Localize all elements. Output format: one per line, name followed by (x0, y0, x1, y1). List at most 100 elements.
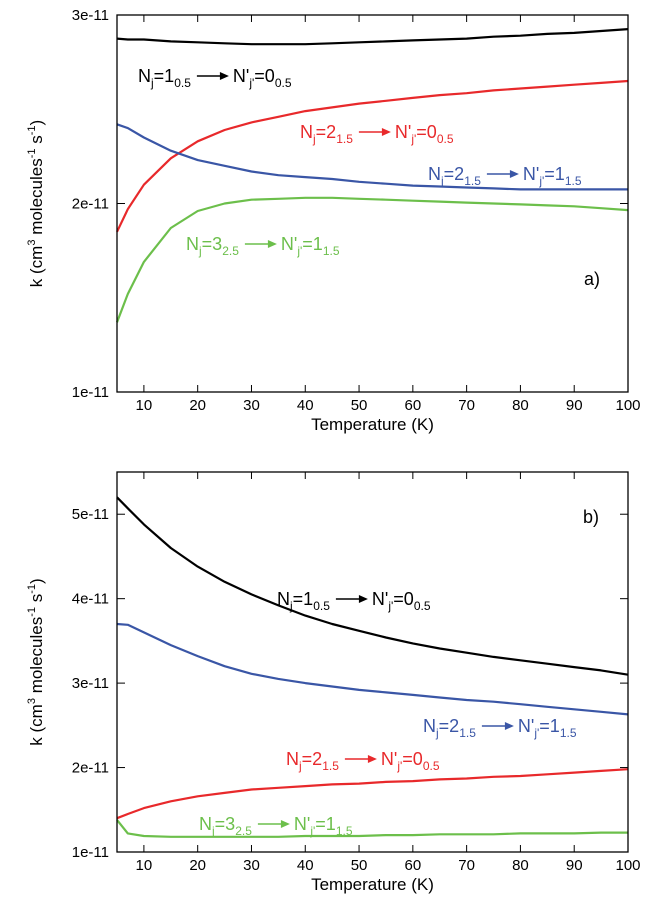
y-tick-label: 5e-11 (72, 506, 109, 523)
series-label-left: Nj=32.5 (199, 814, 252, 838)
label-eq: =2 (316, 122, 337, 142)
label-n: N' (281, 234, 297, 254)
series-line-2 (116, 768, 629, 820)
label-sub: 1.5 (459, 726, 476, 740)
label-sub: j' (309, 824, 315, 838)
label-eq: =3 (215, 814, 236, 834)
series-label-left: Nj=10.5 (277, 589, 330, 613)
series-label-left: Nj=21.5 (286, 749, 339, 773)
y-axis-title-text: s (27, 594, 46, 607)
label-sub: j' (387, 599, 393, 613)
y-axis-title-text: k (cm (27, 704, 46, 746)
series-line-0 (116, 496, 629, 676)
x-tick-label: 10 (136, 857, 153, 874)
y-axis-title-sup: 3 (26, 698, 38, 704)
arrow-head-icon (367, 755, 377, 763)
x-tick-label: 20 (189, 397, 206, 414)
series-label-0: Nj=10.5 N'j'=00.5 (138, 66, 292, 90)
y-tick-label: 2e-11 (72, 196, 109, 213)
label-sub: 1.5 (565, 174, 582, 188)
label-sub: 1.5 (322, 759, 339, 773)
series-label-right: N'j'=00.5 (372, 589, 431, 613)
label-sub: j' (410, 132, 416, 146)
label-sub: 1.5 (464, 174, 481, 188)
series-label-left: Nj=21.5 (428, 164, 481, 188)
x-tick-label: 40 (297, 857, 314, 874)
x-tick-label: 20 (189, 857, 206, 874)
label-n: N' (233, 66, 249, 86)
series-label-left: Nj=32.5 (186, 234, 239, 258)
label-eq: =3 (202, 234, 223, 254)
plot-frame (116, 14, 629, 393)
label-sub: j (198, 244, 202, 258)
label-eq: =0 (393, 589, 414, 609)
y-tick-label: 1e-11 (72, 384, 109, 401)
label-eq: =0 (402, 749, 423, 769)
label-sub: j (150, 76, 154, 90)
label-n: N (286, 749, 299, 769)
arrow-head-icon (381, 128, 391, 136)
series-label-3: Nj=32.5 N'j'=11.5 (186, 234, 340, 258)
label-n: N' (395, 122, 411, 142)
series-label-2: Nj=21.5 N'j'=11.5 (428, 164, 582, 188)
y-axis-title: k (cm3 molecules-1 s-1) (26, 120, 46, 287)
x-tick-label: 10 (136, 397, 153, 414)
series-label-0: Nj=10.5 N'j'=00.5 (277, 589, 431, 613)
x-tick-label: 80 (512, 857, 529, 874)
series-label-right: N'j'=11.5 (281, 234, 340, 258)
y-axis-title-text: ) (27, 120, 46, 126)
label-sub: j' (396, 759, 402, 773)
label-n: N (277, 589, 290, 609)
panel-a: 10 20 30 40 50 60 70 80 90 100 1e-11 2e-11 3e-11 Temp… (26, 7, 641, 434)
series-label-right: N'j'=00.5 (381, 749, 440, 773)
label-sub: 2.5 (235, 824, 252, 838)
series-label-right: N'j'=11.5 (518, 716, 577, 740)
x-tick-label: 50 (351, 397, 368, 414)
series-label-3: Nj=32.5 N'j'=11.5 (199, 814, 353, 838)
x-tick-label: 90 (566, 397, 583, 414)
y-axis-title-sup: 3 (26, 240, 38, 246)
arrow-head-icon (280, 820, 290, 828)
label-n: N' (372, 589, 388, 609)
label-sub: 0.5 (423, 759, 440, 773)
y-tick-label: 2e-11 (72, 760, 109, 777)
arrow-head-icon (219, 72, 229, 80)
series-line-3 (115, 196, 629, 323)
label-sub: 0.5 (313, 599, 330, 613)
x-tick-label: 90 (566, 857, 583, 874)
y-axis-title-sup: -1 (26, 125, 38, 135)
series-label-left: Nj=10.5 (138, 66, 191, 90)
y-axis-title-text: s (27, 135, 46, 148)
label-sub: 1.5 (560, 726, 577, 740)
label-sub: 1.5 (336, 824, 353, 838)
label-sub: j' (533, 726, 539, 740)
x-tick-label: 40 (297, 397, 314, 414)
label-sub: 2.5 (222, 244, 239, 258)
label-n: N (423, 716, 436, 736)
y-axis-title-sup: -1 (26, 148, 38, 158)
y-tick-label: 3e-11 (72, 675, 109, 692)
x-tick-label: 30 (243, 857, 260, 874)
arrow-head-icon (504, 722, 514, 730)
label-eq: =2 (439, 716, 460, 736)
x-tick-label: 70 (458, 397, 475, 414)
label-sub: j (289, 599, 293, 613)
plot-frame (116, 471, 629, 853)
series-label-right: N'j'=00.5 (233, 66, 292, 90)
label-sub: 1.5 (336, 132, 353, 146)
y-tick-label: 3e-11 (72, 7, 109, 24)
label-n: N (138, 66, 151, 86)
series-label-right: N'j'=11.5 (294, 814, 353, 838)
label-sub: 0.5 (275, 76, 292, 90)
label-sub: j' (296, 244, 302, 258)
panel-label: b) (583, 507, 599, 527)
panel-label: a) (584, 269, 600, 289)
arrow-head-icon (267, 240, 277, 248)
panel-b: 10 20 30 40 50 60 70 80 90 100 1e-11 2e-11 3e-11 4e-1… (26, 471, 641, 894)
y-tick-label: 1e-11 (72, 844, 109, 861)
label-eq: =1 (539, 716, 560, 736)
arrow-head-icon (509, 170, 519, 178)
label-n: N (428, 164, 441, 184)
label-sub: j (298, 759, 302, 773)
arrow-head-icon (358, 595, 368, 603)
